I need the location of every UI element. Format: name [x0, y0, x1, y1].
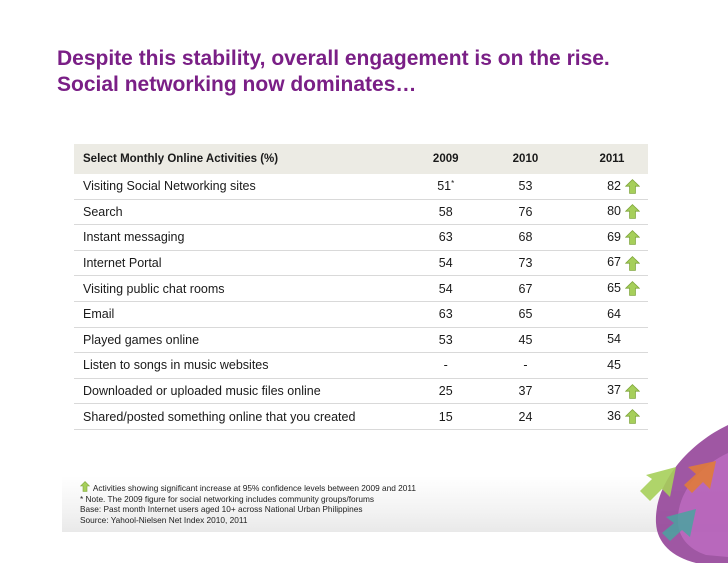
footnote-marker: *: [451, 179, 455, 189]
value-2009: 63: [438, 307, 453, 322]
value-2011: 82: [607, 178, 621, 193]
value-2011-cell: 36: [575, 403, 648, 430]
value-2010-cell: -: [475, 352, 576, 379]
value-2011-cell: 45: [575, 352, 648, 379]
activity-cell: Visiting Social Networking sites: [74, 174, 417, 200]
value-2011-cell: 80: [575, 199, 648, 226]
arrow-placeholder: [625, 307, 640, 322]
value-2010-cell: 37: [475, 378, 576, 405]
value-2011: 67: [607, 255, 621, 270]
value-2010-cell: 68: [475, 224, 576, 251]
value-2011: 80: [607, 204, 621, 219]
footnotes: Activities showing significant increase …: [80, 481, 416, 525]
slide-title-line-1: Despite this stability, overall engageme…: [57, 47, 610, 70]
value-2009: 53: [438, 332, 453, 347]
value-2011-cell: 69: [575, 224, 648, 251]
header-2010: 2010: [475, 144, 576, 174]
value-2009-cell: 25: [416, 378, 476, 405]
value-2010-cell: 76: [475, 199, 576, 226]
up-arrow-icon: [625, 409, 640, 425]
value-2011: 45: [607, 357, 621, 372]
value-2009-cell: 54: [416, 250, 476, 277]
value-2011: 65: [607, 281, 621, 296]
note-text: * Note. The 2009 figure for social netwo…: [80, 493, 375, 504]
activity-cell: Shared/posted something online that you …: [74, 403, 417, 430]
arrow-placeholder: [625, 332, 640, 347]
value-2011: 54: [607, 332, 621, 347]
table-row: Played games online 53 45 54: [74, 327, 648, 354]
value-2009-cell: 51*: [416, 174, 476, 200]
base-text: Base: Past month Internet users aged 10+…: [80, 504, 363, 515]
value-2009: 58: [438, 204, 453, 219]
header-2009: 2009: [416, 144, 476, 174]
value-2009: 54: [438, 281, 453, 296]
value-2010-cell: 24: [475, 403, 576, 430]
header-2011: 2011: [575, 144, 648, 174]
activity-cell: Downloaded or uploaded music files onlin…: [74, 378, 417, 405]
table-row: Search 58 76 80: [74, 199, 648, 226]
value-2009: 63: [438, 230, 453, 245]
value-2011: 64: [607, 306, 621, 321]
value-2009-cell: 58: [416, 199, 476, 226]
value-2009-cell: 63: [416, 224, 476, 251]
table-row: Visiting Social Networking sites 51* 53 82: [74, 174, 648, 200]
up-arrow-icon: [625, 281, 640, 297]
table-row: Visiting public chat rooms 54 67 65: [74, 275, 648, 302]
value-2009-cell: 54: [416, 275, 476, 302]
table-row: Instant messaging 63 68 69: [74, 224, 648, 251]
value-2011-cell: 64: [575, 301, 648, 328]
activity-cell: Played games online: [74, 327, 417, 354]
activity-cell: Instant messaging: [74, 224, 417, 251]
bottom-band: [62, 476, 728, 532]
activity-cell: Email: [74, 301, 417, 328]
activity-cell: Visiting public chat rooms: [74, 275, 417, 302]
table-row: Listen to songs in music websites - - 45: [74, 352, 648, 379]
activity-cell: Listen to songs in music websites: [74, 352, 417, 379]
header-activity: Select Monthly Online Activities (%): [74, 144, 417, 174]
arrow-placeholder: [625, 358, 640, 373]
activity-cell: Internet Portal: [74, 250, 417, 277]
table-header-row: Select Monthly Online Activities (%) 200…: [74, 144, 648, 174]
value-2011: 36: [607, 409, 621, 424]
up-arrow-icon: [625, 383, 640, 399]
up-arrow-icon: [625, 178, 640, 194]
value-2011-cell: 54: [575, 327, 648, 354]
slide-title: Despite this stability, overall engageme…: [57, 46, 697, 98]
value-2010-cell: 73: [475, 250, 576, 277]
value-2011: 37: [607, 383, 621, 398]
value-2009-cell: 15: [416, 403, 476, 430]
value-2010-cell: 53: [475, 174, 576, 200]
up-arrow-icon: [80, 481, 90, 492]
value-2009: 51: [437, 179, 452, 194]
value-2011: 69: [607, 229, 621, 244]
value-2009: -: [443, 358, 448, 373]
value-2009: 25: [438, 384, 453, 399]
activity-cell: Search: [74, 199, 417, 226]
swirl-arrows-graphic: [640, 425, 728, 563]
value-2011-cell: 67: [575, 250, 648, 277]
up-arrow-icon: [625, 255, 640, 271]
value-2009-cell: 63: [416, 301, 476, 328]
activities-table: Select Monthly Online Activities (%) 200…: [74, 144, 648, 430]
legend-text: Activities showing significant increase …: [92, 483, 417, 493]
table-row: Shared/posted something online that you …: [74, 403, 648, 430]
value-2011-cell: 37: [575, 378, 648, 405]
value-2009-cell: 53: [416, 327, 476, 354]
table-row: Internet Portal 54 73 67: [74, 250, 648, 277]
legend-line: Activities showing significant increase …: [80, 481, 416, 494]
value-2011-cell: 82: [575, 174, 648, 200]
value-2011-cell: 65: [575, 275, 648, 302]
value-2010-cell: 65: [475, 301, 576, 328]
value-2010-cell: 67: [475, 275, 576, 302]
source-text: Source: Yahool-Nielsen Net Index 2010, 2…: [80, 514, 248, 525]
slide-title-line-2: Social networking now dominates…: [57, 73, 417, 96]
value-2009: 15: [438, 409, 453, 424]
value-2009: 54: [438, 256, 453, 271]
table-row: Downloaded or uploaded music files onlin…: [74, 378, 648, 405]
value-2010-cell: 45: [475, 327, 576, 354]
table-row: Email 63 65 64: [74, 301, 648, 328]
up-arrow-icon: [625, 230, 640, 245]
value-2009-cell: -: [416, 352, 476, 379]
up-arrow-icon: [625, 204, 640, 220]
